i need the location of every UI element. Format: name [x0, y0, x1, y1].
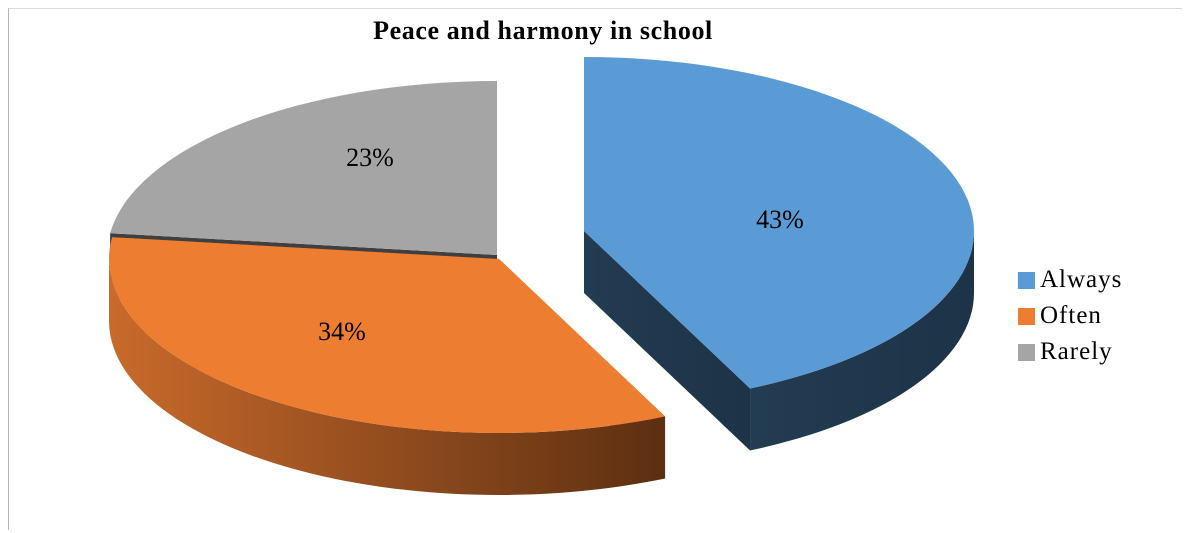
legend-swatch-often [1018, 307, 1035, 325]
chart-frame [8, 8, 1182, 530]
data-label-rarely: 23% [346, 143, 394, 172]
pie-slice-always-cut-face-2 [584, 231, 751, 451]
legend-label-often: Often [1040, 302, 1102, 329]
data-label-always: 43% [756, 205, 804, 234]
legend-label-always: Always [1040, 266, 1123, 293]
legend: Always Often Rarely [1018, 262, 1122, 370]
legend-item-always: Always [1018, 262, 1122, 298]
legend-label-rarely: Rarely [1040, 338, 1113, 365]
legend-item-rarely: Rarely [1018, 334, 1122, 370]
legend-swatch-always [1018, 271, 1035, 289]
pie-slice-always-side [750, 231, 974, 451]
chart-title: Peace and harmony in school [373, 16, 713, 45]
pie-slice-always [584, 57, 974, 389]
pie-slice-often [108, 237, 666, 434]
data-label-often: 34% [318, 317, 366, 346]
legend-item-often: Often [1018, 298, 1122, 334]
pie-slice-often-side [109, 259, 666, 495]
pie-slice-rarely [110, 81, 498, 255]
legend-swatch-rarely [1018, 343, 1035, 361]
